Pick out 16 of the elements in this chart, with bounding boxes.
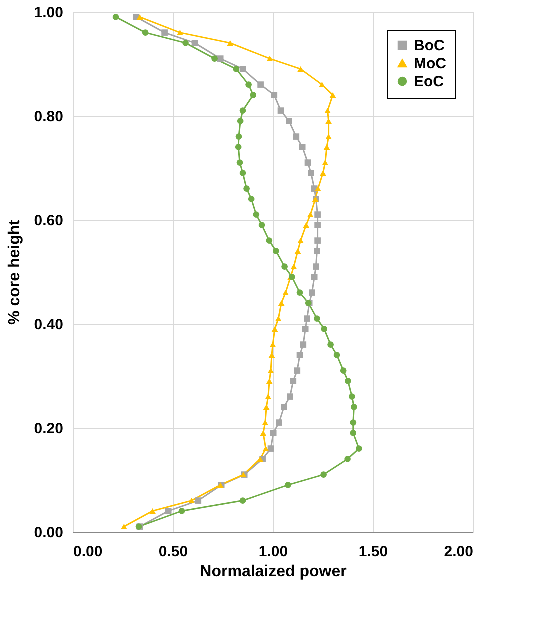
y-tick-label: 0.20 (34, 420, 64, 438)
legend-label: EoC (414, 74, 444, 90)
x-tick-label: 0.00 (74, 544, 103, 560)
x-tick-label: 1.50 (358, 544, 388, 560)
y-tick-label: 0.60 (34, 212, 64, 230)
y-tick-label: 1.00 (34, 4, 64, 22)
x-tick-label: 0.50 (158, 544, 188, 560)
y-tick-label: 0.00 (34, 524, 64, 542)
legend-label: MoC (414, 56, 447, 72)
x-axis-title: Normalaized power (200, 564, 347, 580)
x-tick-label: 1.00 (258, 544, 288, 560)
y-tick-label: 0.40 (34, 316, 64, 334)
y-axis-title: % core height (6, 219, 24, 325)
legend-label: BoC (414, 38, 445, 54)
y-tick-label: 0.80 (34, 108, 64, 126)
x-tick-label: 2.00 (444, 544, 474, 560)
